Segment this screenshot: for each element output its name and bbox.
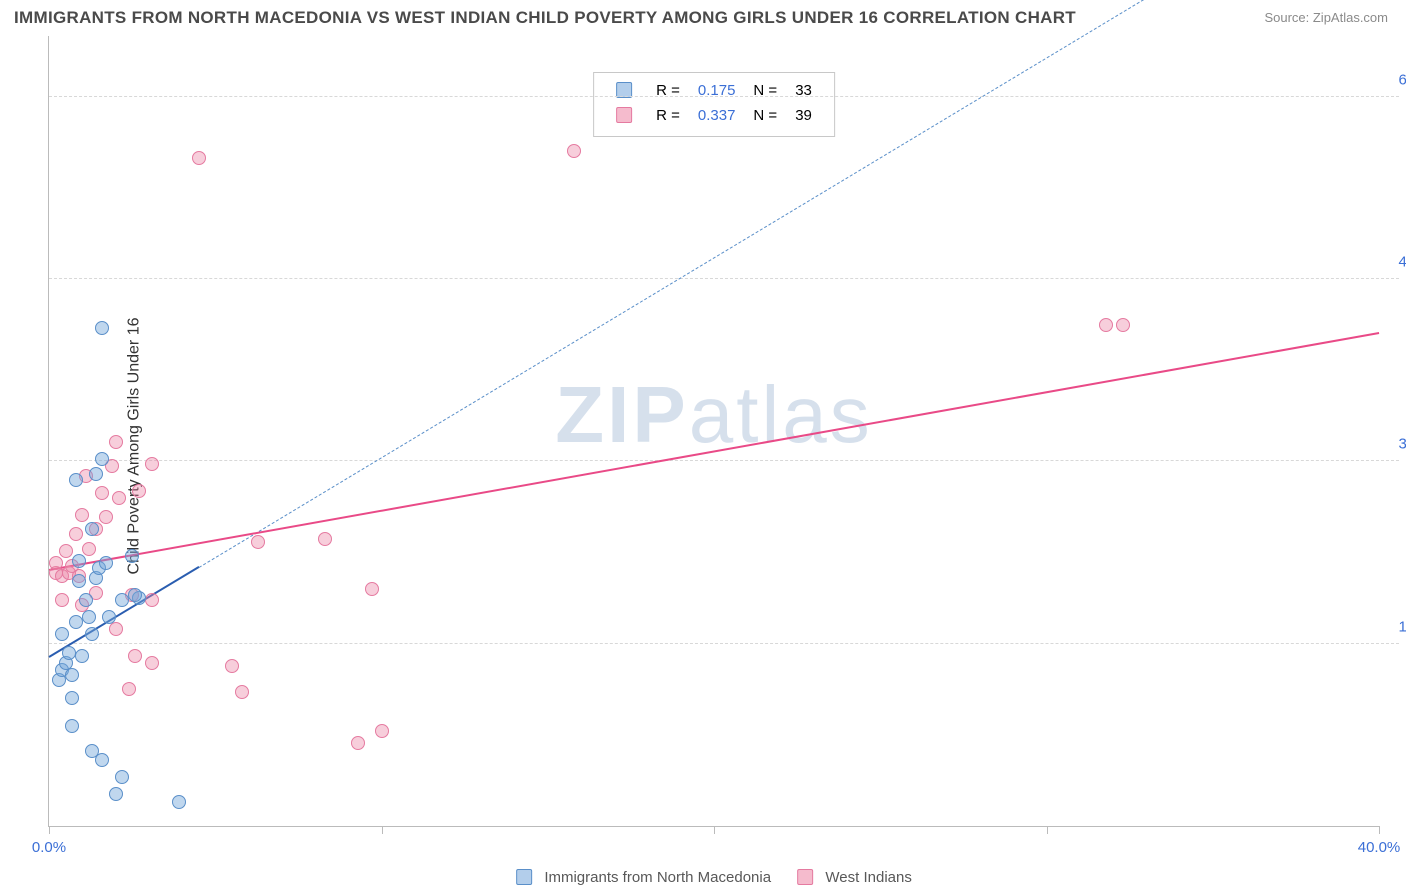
data-point (95, 452, 109, 466)
data-point (82, 610, 96, 624)
legend-row-pink: R = 0.337 N = 39 (608, 104, 820, 127)
data-point (65, 691, 79, 705)
data-point (99, 510, 113, 524)
x-tick-label: 0.0% (32, 839, 66, 856)
data-point (69, 615, 83, 629)
legend-pink-R: 0.337 (690, 104, 744, 127)
data-point (128, 649, 142, 663)
source-credit: Source: ZipAtlas.com (1264, 10, 1388, 25)
data-point (109, 787, 123, 801)
data-point (112, 491, 126, 505)
data-point (145, 457, 159, 471)
data-point (172, 795, 186, 809)
grid-line (49, 460, 1399, 461)
data-point (65, 719, 79, 733)
x-tick (382, 826, 383, 834)
watermark-light: atlas (689, 370, 873, 459)
data-point (125, 549, 139, 563)
data-point (128, 588, 142, 602)
scatter-plot: ZIPatlas R = 0.175 N = 33 R = 0.337 N = … (48, 36, 1379, 827)
data-point (1116, 318, 1130, 332)
correlation-legend: R = 0.175 N = 33 R = 0.337 N = 39 (593, 72, 835, 137)
bottom-legend: Immigrants from North Macedonia West Ind… (494, 869, 912, 886)
legend-N-label: N = (745, 79, 785, 102)
data-point (109, 622, 123, 636)
legend-pink-N: 39 (787, 104, 820, 127)
data-point (351, 736, 365, 750)
swatch-pink-icon (797, 869, 813, 885)
data-point (192, 151, 206, 165)
data-point (72, 554, 86, 568)
x-tick (714, 826, 715, 834)
y-tick-label: 45.0% (1398, 254, 1406, 271)
data-point (89, 467, 103, 481)
data-point (72, 574, 86, 588)
bottom-legend-a: Immigrants from North Macedonia (544, 869, 771, 886)
grid-line (49, 278, 1399, 279)
swatch-pink-icon (616, 107, 632, 123)
legend-N-label: N = (745, 104, 785, 127)
legend-row-blue: R = 0.175 N = 33 (608, 79, 820, 102)
data-point (145, 656, 159, 670)
data-point (1099, 318, 1113, 332)
grid-line (49, 643, 1399, 644)
data-point (115, 593, 129, 607)
chart-title: IMMIGRANTS FROM NORTH MACEDONIA VS WEST … (14, 8, 1076, 28)
legend-R-label: R = (648, 104, 688, 127)
data-point (82, 542, 96, 556)
data-point (95, 486, 109, 500)
y-tick-label: 15.0% (1398, 618, 1406, 635)
x-tick-label: 40.0% (1358, 839, 1401, 856)
data-point (95, 321, 109, 335)
data-point (85, 522, 99, 536)
data-point (251, 535, 265, 549)
bottom-legend-b: West Indians (825, 869, 911, 886)
x-tick (1379, 826, 1380, 834)
data-point (49, 556, 63, 570)
data-point (55, 627, 69, 641)
x-tick (49, 826, 50, 834)
swatch-blue-icon (516, 869, 532, 885)
data-point (365, 582, 379, 596)
legend-R-label: R = (648, 79, 688, 102)
data-point (65, 668, 79, 682)
data-point (235, 685, 249, 699)
data-point (59, 544, 73, 558)
data-point (567, 144, 581, 158)
data-point (99, 556, 113, 570)
watermark-bold: ZIP (555, 370, 688, 459)
legend-blue-N: 33 (787, 79, 820, 102)
data-point (132, 484, 146, 498)
data-point (85, 627, 99, 641)
data-point (375, 724, 389, 738)
data-point (102, 610, 116, 624)
y-tick-label: 30.0% (1398, 436, 1406, 453)
data-point (79, 593, 93, 607)
data-point (55, 593, 69, 607)
x-tick (1047, 826, 1048, 834)
data-point (115, 770, 129, 784)
watermark: ZIPatlas (555, 369, 872, 461)
data-point (95, 753, 109, 767)
data-point (69, 527, 83, 541)
data-point (318, 532, 332, 546)
data-point (62, 646, 76, 660)
data-point (75, 508, 89, 522)
source-name: ZipAtlas.com (1313, 10, 1388, 25)
data-point (69, 473, 83, 487)
y-tick-label: 60.0% (1398, 71, 1406, 88)
data-point (75, 649, 89, 663)
source-prefix: Source: (1264, 10, 1312, 25)
grid-line (49, 96, 1399, 97)
data-point (109, 435, 123, 449)
data-point (122, 682, 136, 696)
data-point (145, 593, 159, 607)
data-point (225, 659, 239, 673)
legend-blue-R: 0.175 (690, 79, 744, 102)
trend-line (49, 332, 1379, 571)
